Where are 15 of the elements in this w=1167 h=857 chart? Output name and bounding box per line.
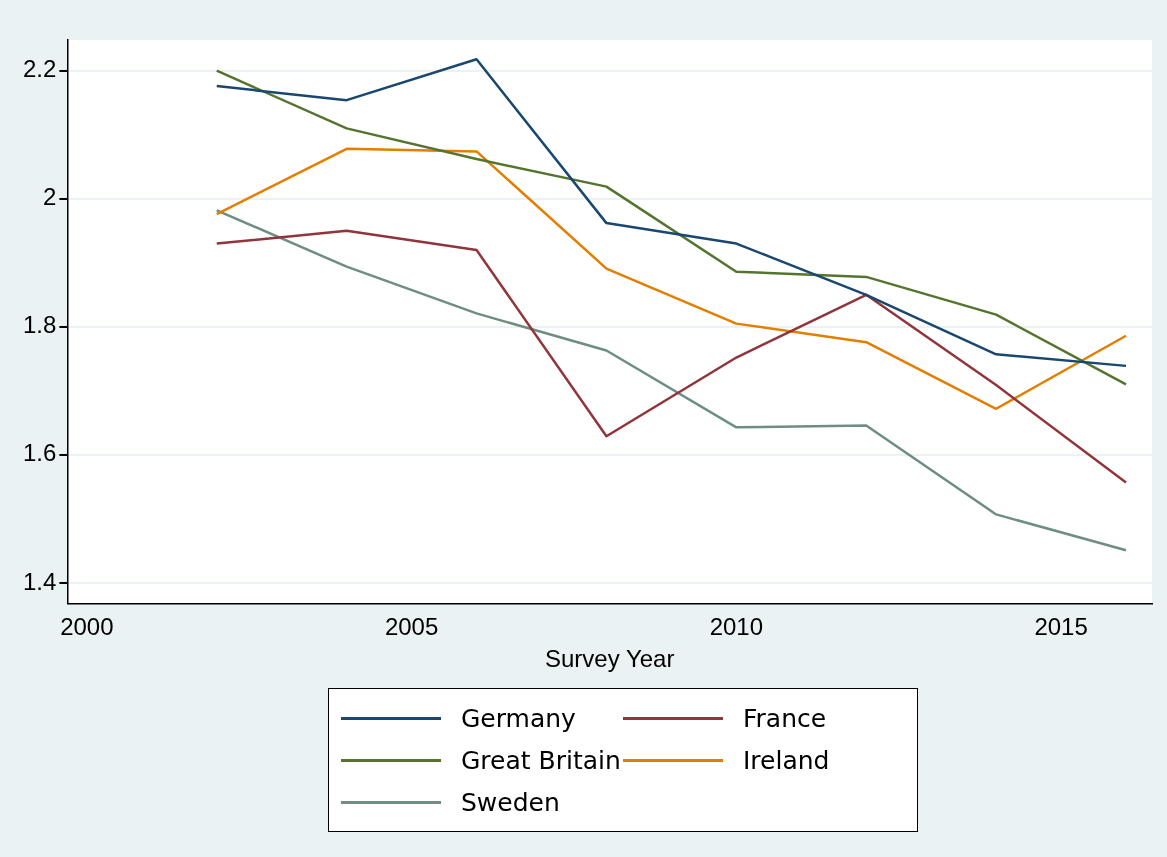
y-tick-label: 2: [43, 183, 57, 211]
y-tick-label: 1.4: [22, 567, 57, 595]
legend-label: Great Britain: [461, 745, 621, 775]
legend-label: Germany: [461, 703, 576, 733]
y-tick-label: 1.6: [22, 439, 57, 467]
x-tick-label: 2000: [60, 613, 114, 641]
y-tick-label: 2.2: [22, 55, 57, 83]
legend-label: Ireland: [743, 745, 830, 775]
x-axis-title: Survey Year: [544, 645, 675, 673]
x-tick-label: 2010: [709, 613, 764, 641]
y-tick-label: 1.8: [22, 311, 57, 339]
x-tick-label: 2015: [1034, 613, 1088, 641]
legend-label: France: [743, 703, 827, 733]
legend-label: Sweden: [461, 787, 560, 817]
x-tick-label: 2005: [384, 613, 439, 641]
